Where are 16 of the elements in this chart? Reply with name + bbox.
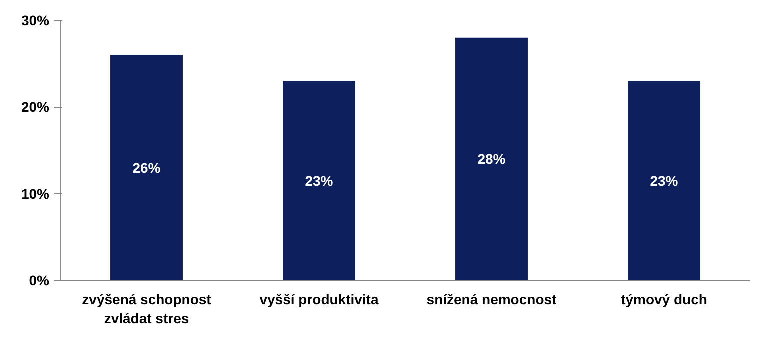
data-label: 23% xyxy=(305,172,334,189)
x-tick-label: týmový duch xyxy=(621,292,708,308)
bar xyxy=(456,38,528,280)
bar xyxy=(110,55,183,280)
x-tick-label: snížená nemocnost xyxy=(426,292,558,308)
x-tick-label: vyšší produktivita xyxy=(260,292,379,308)
data-label: 26% xyxy=(132,160,162,176)
y-tick-label: 20% xyxy=(21,99,50,116)
x-tick-label: zvýšená schopnost zvládat stres xyxy=(82,292,212,327)
data-label: 28% xyxy=(478,151,506,168)
y-tick-label: 10% xyxy=(21,186,50,202)
bar xyxy=(283,81,356,280)
y-tick-label: 0% xyxy=(29,272,50,288)
data-label: 23% xyxy=(650,172,679,189)
bar xyxy=(628,81,700,280)
y-tick-label: 30% xyxy=(21,12,50,28)
